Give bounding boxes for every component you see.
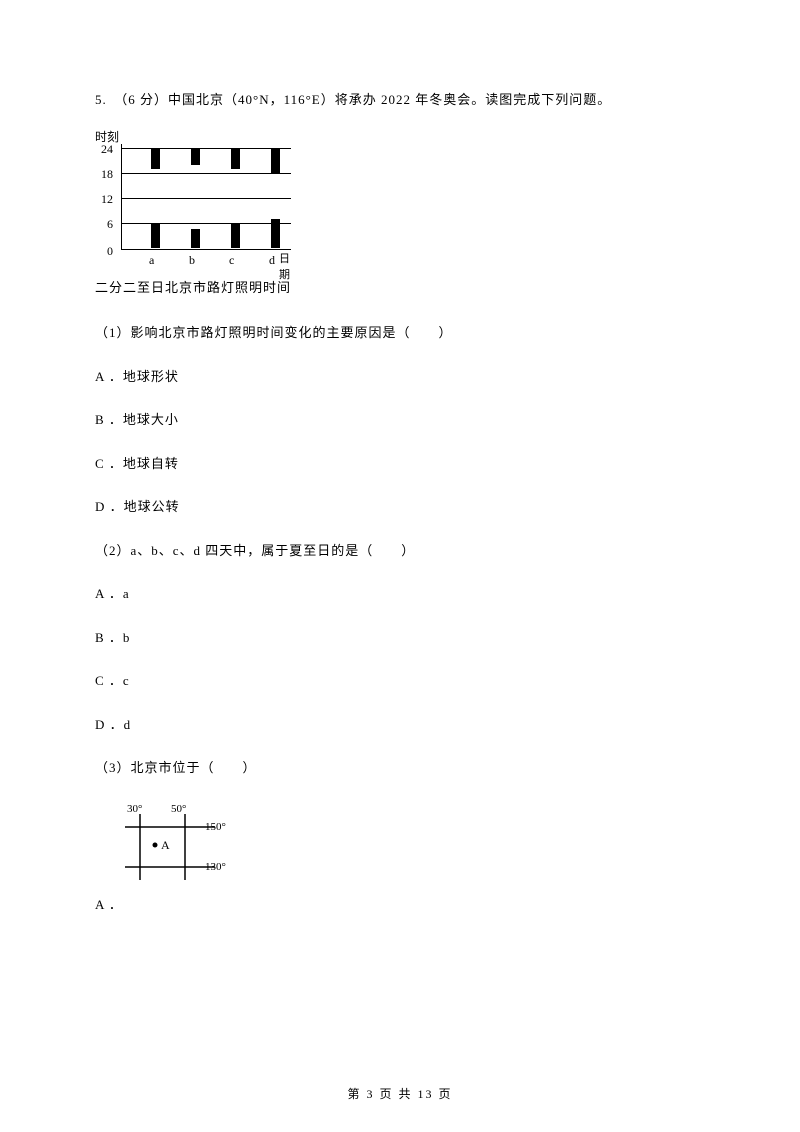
bar-a-bottom: [151, 223, 160, 248]
bar-d-bottom: [271, 219, 280, 248]
page-footer: 第 3 页 共 13 页: [0, 1085, 800, 1102]
point-dot: [153, 842, 158, 847]
y-axis: [121, 144, 122, 250]
xlabel-b: b: [189, 251, 195, 269]
grid-24: [121, 148, 291, 149]
sub1-optC[interactable]: C ．地球自转: [95, 454, 705, 474]
ytick-6: 6: [107, 215, 113, 233]
q5-header: 5. （6 分）中国北京（40°N，116°E）将承办 2022 年冬奥会。读图…: [95, 90, 705, 110]
sub1-optD[interactable]: D ．地球公转: [95, 497, 705, 517]
x-axis: [121, 249, 291, 250]
deg-right-top: 150°: [205, 821, 226, 833]
grid-12: [121, 198, 291, 199]
sub1-stem: （1）影响北京市路灯照明时间变化的主要原因是（ ）: [95, 323, 705, 343]
grid-diagram: 30° 50° 150° 130° A: [105, 802, 705, 887]
sub3-optA[interactable]: A ．: [95, 895, 705, 915]
xlabel-c: c: [229, 251, 234, 269]
ytick-18: 18: [101, 165, 113, 183]
sub2-optD[interactable]: D ．d: [95, 715, 705, 735]
ytick-24: 24: [101, 140, 113, 158]
grid-6: [121, 223, 291, 224]
sub2-optB[interactable]: B ．b: [95, 628, 705, 648]
deg-right-bottom: 130°: [205, 861, 226, 873]
deg-top-left: 30°: [127, 803, 142, 815]
chart-caption: 二分二至日北京市路灯照明时间: [95, 278, 705, 298]
sub2-optA[interactable]: A ．a: [95, 584, 705, 604]
bar-c-bottom: [231, 223, 240, 248]
xaxis-right: 日期: [279, 251, 295, 284]
bar-c-top: [231, 148, 240, 169]
xlabel-d: d: [269, 251, 275, 269]
bar-b-bottom: [191, 229, 200, 248]
sub1-optA[interactable]: A ．地球形状: [95, 367, 705, 387]
ytick-12: 12: [101, 190, 113, 208]
sub2-stem: （2）a、b、c、d 四天中，属于夏至日的是（ ）: [95, 541, 705, 561]
bar-chart: 时刻 24 18 12 6 0 a: [95, 134, 295, 274]
bar-a-top: [151, 148, 160, 169]
sub1-optB[interactable]: B ．地球大小: [95, 410, 705, 430]
point-label: A: [161, 838, 170, 852]
sub3-stem: （3）北京市位于（ ）: [95, 758, 705, 778]
bar-b-top: [191, 148, 200, 165]
bar-d-top: [271, 148, 280, 173]
sub2-optC[interactable]: C ．c: [95, 671, 705, 691]
chart-block: 时刻 24 18 12 6 0 a: [95, 134, 705, 298]
xlabel-a: a: [149, 251, 154, 269]
deg-top-right: 50°: [171, 803, 186, 815]
grid-18: [121, 173, 291, 174]
ytick-0: 0: [107, 242, 113, 260]
